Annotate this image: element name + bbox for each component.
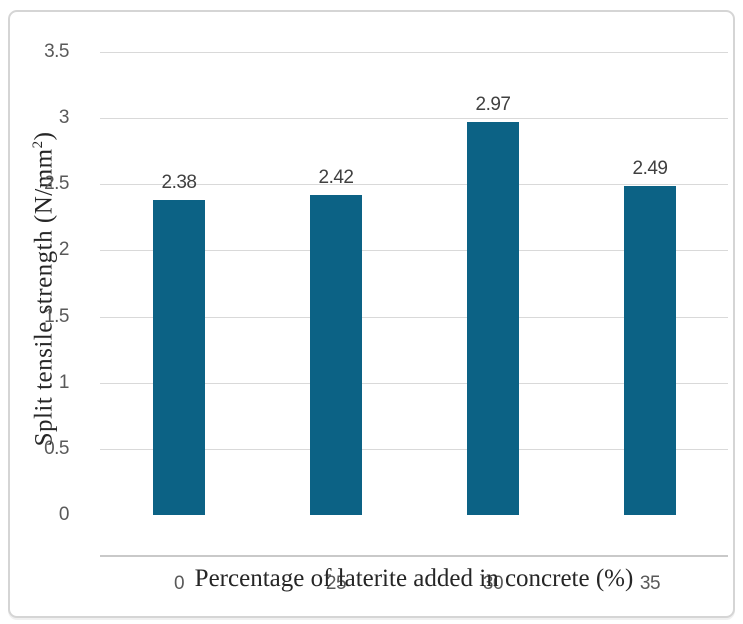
x-axis-line bbox=[100, 555, 728, 557]
y-tick-label: 2 bbox=[58, 239, 70, 260]
gridline bbox=[100, 250, 728, 251]
gridline bbox=[100, 449, 728, 450]
y-axis-title: Split tensile strength (N/mm2) bbox=[30, 119, 66, 459]
y-tick-label: 3.5 bbox=[44, 41, 69, 62]
y-tick-label: 0.5 bbox=[44, 438, 69, 459]
y-axis-title-close: ) bbox=[30, 131, 58, 141]
bar-value-label: 2.42 bbox=[318, 167, 354, 188]
bar-0-percent bbox=[153, 200, 205, 515]
gridline bbox=[100, 383, 728, 384]
gridline bbox=[100, 317, 728, 318]
gridline bbox=[100, 118, 728, 119]
y-tick-label: 3 bbox=[58, 107, 70, 128]
bar-value-label: 2.49 bbox=[632, 158, 668, 179]
y-tick-label: 0 bbox=[58, 504, 70, 525]
bar-25-percent bbox=[310, 195, 362, 515]
x-tick-label: 25 bbox=[325, 573, 347, 594]
bar-value-label: 2.97 bbox=[475, 94, 511, 115]
y-tick-label: 1.5 bbox=[44, 306, 69, 327]
x-axis-title: Percentage of laterite added in concrete… bbox=[194, 565, 634, 592]
y-tick-label: 1 bbox=[58, 372, 70, 393]
bar-value-label: 2.38 bbox=[161, 172, 197, 193]
chart-frame: Split tensile strength (N/mm2) 0 0.5 1 1.5 2… bbox=[8, 10, 735, 618]
x-tick-label: 35 bbox=[639, 573, 661, 594]
y-axis-title-superscript: 2 bbox=[30, 140, 46, 149]
bar-30-percent bbox=[467, 122, 519, 515]
bar-35-percent bbox=[624, 186, 676, 515]
y-tick-label: 2.5 bbox=[44, 173, 69, 194]
plot-area: 0 0.5 1 1.5 2 2.5 3 3.5 2.38 2.42 2.97 2.49 0 25 30 3… bbox=[44, 42, 728, 594]
x-tick-label: 0 bbox=[173, 573, 185, 594]
x-tick-label: 30 bbox=[482, 573, 504, 594]
gridline bbox=[100, 184, 728, 185]
gridline bbox=[100, 52, 728, 53]
